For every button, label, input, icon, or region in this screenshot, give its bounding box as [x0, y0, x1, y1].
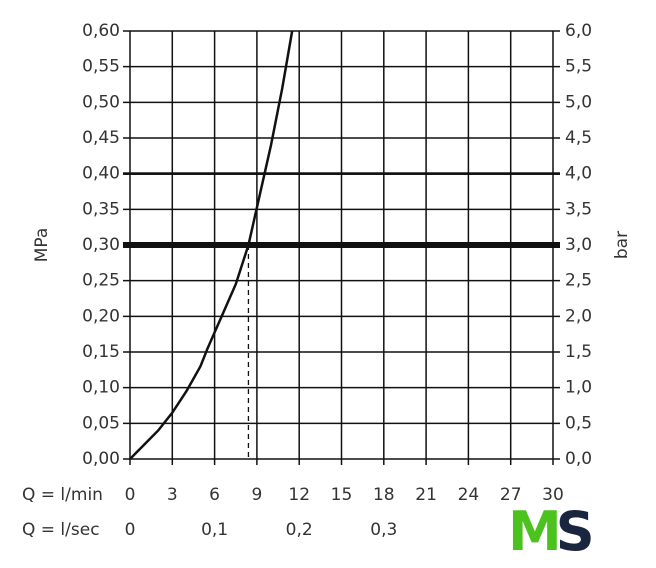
y2-tick-label: 1,0: [565, 378, 592, 398]
x-tick-label: 15: [331, 485, 353, 505]
y-axis-title: MPa: [32, 228, 52, 263]
y2-tick-label: 3,5: [565, 199, 592, 219]
x-tick-label: 3: [167, 485, 178, 505]
y2-tick-label: 2,5: [565, 271, 592, 291]
y-tick-label: 0,50: [82, 92, 120, 112]
y2-tick-label: 5,5: [565, 57, 592, 77]
y2-tick-label: 0,0: [565, 449, 592, 469]
y-tick-label: 0,15: [82, 342, 120, 362]
y-tick-label: 0,35: [82, 199, 120, 219]
x-tick-label: 12: [288, 485, 310, 505]
y-tick-label: 0,40: [82, 164, 120, 184]
x-tick-label: 27: [500, 485, 522, 505]
y-tick-label: 0,20: [82, 306, 120, 326]
y2-tick-label: 3,0: [565, 235, 592, 255]
logo-s: S: [556, 500, 591, 563]
x2-axis-title: Q = l/sec: [22, 520, 100, 540]
x-tick-label: 21: [415, 485, 437, 505]
x2-tick-label: 0,1: [201, 520, 228, 540]
x-tick-label: 6: [209, 485, 220, 505]
y-tick-label: 0,55: [82, 57, 120, 77]
y-tick-label: 0,00: [82, 449, 120, 469]
x2-tick-label: 0,3: [370, 520, 397, 540]
x2-tick-label: 0: [125, 520, 136, 540]
x-axis-title: Q = l/min: [22, 485, 103, 505]
logo-m: M: [508, 500, 557, 563]
curve: [129, 30, 294, 460]
y-tick-label: 0,60: [82, 21, 120, 41]
x2-tick-label: 0,2: [286, 520, 313, 540]
y2-tick-label: 4,5: [565, 128, 592, 148]
y-tick-label: 0,30: [82, 235, 120, 255]
x-tick-label: 24: [458, 485, 480, 505]
logo: MS: [508, 500, 591, 563]
x-tick-label: 30: [542, 485, 564, 505]
y2-tick-label: 6,0: [565, 21, 592, 41]
y2-tick-label: 0,5: [565, 413, 592, 433]
y-tick-label: 0,25: [82, 271, 120, 291]
x-tick-label: 9: [251, 485, 262, 505]
y2-tick-label: 1,5: [565, 342, 592, 362]
x-tick-label: 18: [373, 485, 395, 505]
y2-tick-label: 5,0: [565, 92, 592, 112]
y-tick-label: 0,10: [82, 378, 120, 398]
y-tick-label: 0,45: [82, 128, 120, 148]
y-tick-label: 0,05: [82, 413, 120, 433]
y2-axis-title: bar: [612, 231, 632, 259]
y2-tick-label: 4,0: [565, 164, 592, 184]
y2-tick-label: 2,0: [565, 306, 592, 326]
x-tick-label: 0: [125, 485, 136, 505]
